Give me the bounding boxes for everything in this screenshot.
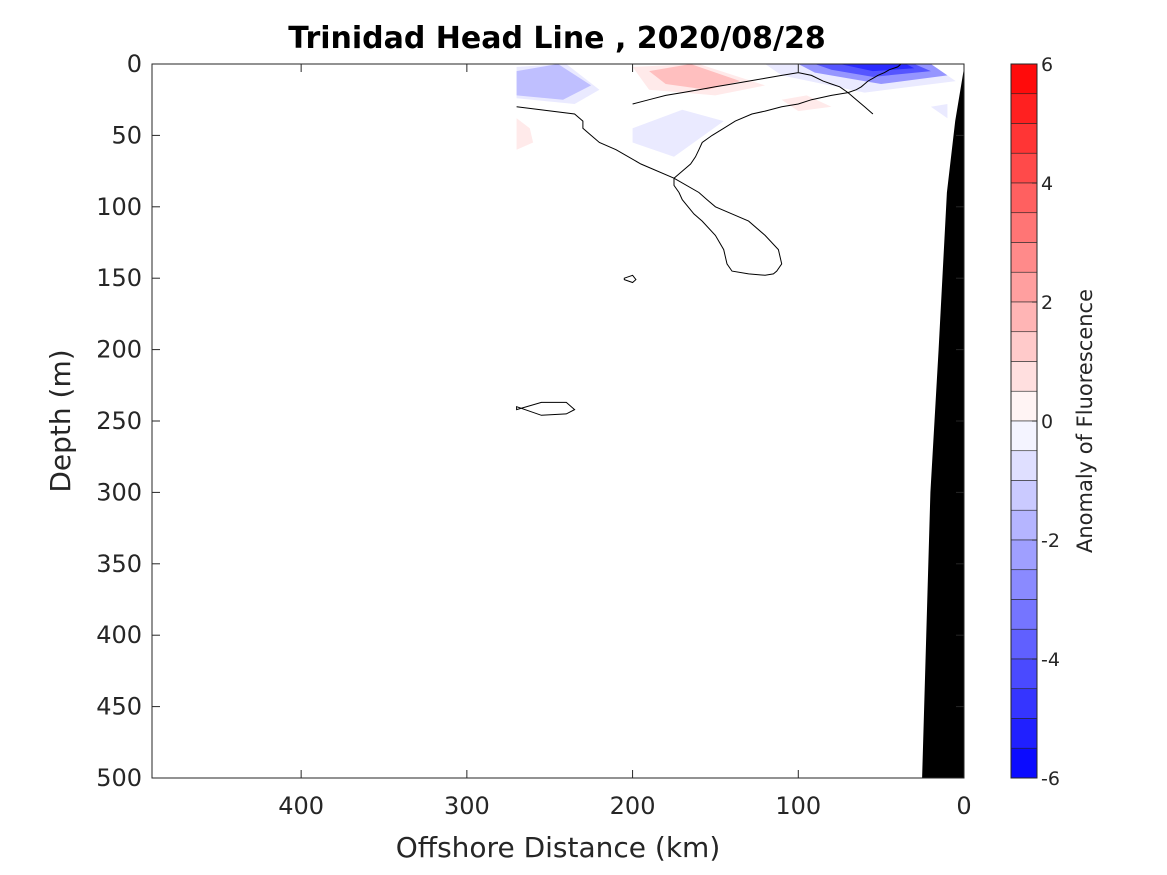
colorbar-bin: [1010, 212, 1038, 243]
y-tick-label: 200: [96, 336, 142, 364]
plot-background: [152, 64, 964, 778]
colorbar-bin: [1010, 628, 1038, 660]
colorbar-bin: [1010, 301, 1038, 333]
anomaly-patch: [839, 64, 915, 72]
colorbar-bin: [1010, 688, 1038, 719]
colorbar-bin: [1010, 152, 1038, 184]
anomaly-patch: [632, 109, 724, 157]
zero-contour-line: [516, 64, 948, 276]
plot-area: [152, 64, 964, 778]
x-tick-label: 100: [775, 792, 821, 820]
colorbar-bin: [1010, 658, 1038, 690]
colorbar-tick-label: 6: [1041, 54, 1053, 76]
small-contour-loop: [623, 274, 637, 284]
y-tick-label: 50: [111, 121, 142, 149]
colorbar-bin: [1010, 480, 1038, 511]
colorbar-bin: [1010, 331, 1038, 362]
colorbar-bin: [1010, 539, 1038, 571]
y-tick-label: 350: [96, 550, 142, 578]
seafloor-bathymetry: [922, 71, 964, 778]
y-tick-label: 400: [96, 621, 142, 649]
colorbar-tick-label: 0: [1041, 411, 1053, 433]
colorbar-bin: [1010, 361, 1038, 392]
colorbar-bin: [1010, 599, 1038, 630]
y-tick-label: 250: [96, 407, 142, 435]
colorbar-bin: [1010, 718, 1038, 749]
anomaly-patch: [930, 104, 948, 119]
y-axis-label: Depth (m): [44, 349, 77, 492]
colorbar-bin: [1010, 123, 1038, 154]
x-tick-label: 400: [278, 792, 324, 820]
y-tick-label: 100: [96, 193, 142, 221]
colorbar-bin: [1010, 93, 1038, 124]
colorbar-bin: [1010, 450, 1038, 481]
y-tick-label: 300: [96, 478, 142, 506]
y-tick-label: 450: [96, 693, 142, 721]
anomaly-patch: [516, 118, 534, 150]
anomaly-patch: [649, 64, 741, 90]
colorbar-bin: [1010, 390, 1038, 422]
colorbar-tick-label: 2: [1041, 292, 1053, 314]
colorbar: 6 4 2 0 -2 -4 -6: [1010, 54, 1060, 790]
x-tick-label: 300: [444, 792, 490, 820]
anomaly-patch: [516, 64, 592, 100]
colorbar-bin: [1010, 420, 1038, 452]
colorbar-bin: [1010, 569, 1038, 600]
y-tick-label: 500: [96, 764, 142, 792]
colorbar-bin: [1010, 271, 1038, 303]
x-tick-label: 0: [956, 792, 971, 820]
x-axis-label: Offshore Distance (km): [396, 831, 721, 864]
colorbar-tick-label: 4: [1041, 173, 1053, 195]
x-tick-label: 200: [610, 792, 656, 820]
colorbar-bin: [1010, 242, 1038, 273]
colorbar-tick-label: -6: [1041, 768, 1060, 790]
colorbar-bin: [1010, 182, 1038, 214]
small-contour-loop: [516, 401, 576, 416]
zero-contour-line: [632, 72, 874, 115]
colorbar-bin: [1010, 509, 1038, 541]
colorbar-label: Anomaly of Fluorescence: [1073, 289, 1097, 553]
y-tick-label: 150: [96, 264, 142, 292]
anomaly-patch: [781, 95, 832, 112]
x-axis-ticks: 400 300 200 100 0: [278, 64, 972, 820]
colorbar-bin: [1010, 747, 1038, 779]
y-tick-label: 0: [127, 50, 142, 78]
colorbar-tick-label: -2: [1041, 530, 1060, 552]
chart-title: Trinidad Head Line , 2020/08/28: [288, 21, 825, 56]
colorbar-bin: [1010, 63, 1038, 95]
colorbar-tick-label: -4: [1041, 649, 1060, 671]
y-axis-ticks: 0 50 100 150 200 250 300 350 400 450 500: [96, 50, 964, 792]
